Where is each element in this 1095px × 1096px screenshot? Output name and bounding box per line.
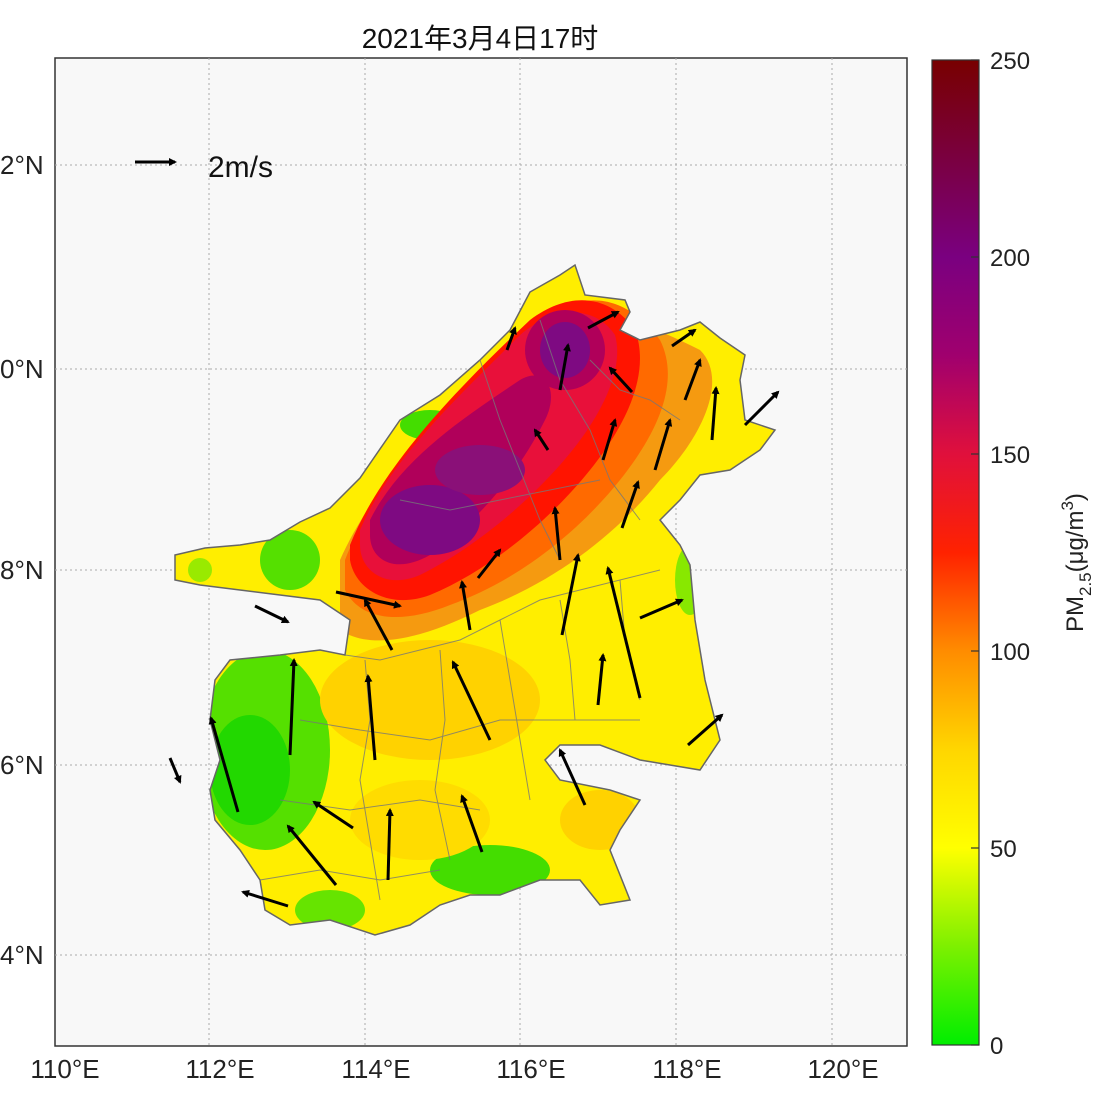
colorbar-tick-label: 200: [990, 245, 1030, 272]
x-tick-label: 110°E: [30, 1054, 99, 1084]
wind-arrow: [620, 480, 640, 529]
wind-arrow: [671, 328, 697, 348]
wind-arrow: [312, 800, 354, 830]
wind-arrow: [533, 428, 550, 451]
wind-arrow: [558, 748, 587, 806]
wind-arrow: [286, 824, 338, 886]
colorbar: [931, 59, 980, 1046]
wind-arrow: [476, 548, 502, 579]
wind-arrow: [596, 653, 607, 706]
wind-arrow: [288, 658, 298, 756]
colorbar-tick-label: 150: [990, 442, 1030, 469]
wind-arrow: [639, 598, 684, 620]
wind-arrow: [653, 418, 673, 471]
x-tick-label: 116°E: [496, 1054, 565, 1084]
wind-arrow: [505, 326, 517, 351]
wind-arrows: [135, 158, 780, 908]
y-tick-label: 2°N: [0, 150, 44, 180]
wind-arrow: [601, 418, 618, 461]
colorbar-unit-label: PM2.5(μg/m3): [1058, 493, 1095, 632]
wind-arrow: [560, 553, 581, 636]
x-tick-label: 120°E: [807, 1054, 878, 1084]
y-tick-label: 8°N: [0, 555, 44, 585]
wind-arrow: [459, 580, 472, 631]
x-axis-ticks: 110°E 112°E 114°E 116°E 118°E 120°E: [30, 1054, 878, 1084]
colorbar-ticks: 250 200 150 100 50 0: [990, 48, 1030, 1060]
wind-arrow: [551, 506, 562, 561]
wind-scale-label: 2m/s: [208, 151, 273, 184]
wind-arrow: [605, 566, 642, 699]
colorbar-tick-marks: [971, 59, 979, 1046]
colorbar-tick-label: 250: [990, 48, 1030, 75]
colorbar-tick-label: 50: [990, 836, 1017, 863]
y-axis-ticks: 2°N 0°N 8°N 6°N 4°N: [0, 150, 44, 970]
wind-arrow: [241, 889, 289, 908]
x-tick-label: 112°E: [185, 1054, 254, 1084]
wind-arrow: [451, 660, 492, 741]
colorbar-tick-label: 100: [990, 639, 1030, 666]
wind-arrow: [683, 358, 702, 401]
wind-arrow: [587, 310, 620, 330]
wind-arrow: [743, 390, 780, 427]
wind-arrow: [460, 794, 484, 853]
wind-arrow: [608, 366, 634, 394]
wind-arrow: [363, 598, 394, 651]
wind-arrow: [710, 386, 720, 441]
colorbar-tick-label: 0: [990, 1033, 1003, 1060]
y-tick-label: 4°N: [0, 940, 44, 970]
wind-arrow: [168, 757, 182, 784]
x-tick-label: 114°E: [341, 1054, 410, 1084]
wind-arrow: [254, 604, 290, 624]
wind-arrow: [385, 808, 394, 881]
wind-arrow: [364, 674, 377, 761]
y-tick-label: 0°N: [0, 354, 44, 384]
region-outline: [174, 263, 777, 936]
x-tick-label: 118°E: [652, 1054, 721, 1084]
map-title: 2021年3月4日17时: [362, 23, 599, 54]
wind-arrow: [687, 713, 724, 747]
y-tick-label: 6°N: [0, 750, 44, 780]
wind-arrow: [558, 343, 571, 391]
wind-arrow: [208, 716, 240, 813]
